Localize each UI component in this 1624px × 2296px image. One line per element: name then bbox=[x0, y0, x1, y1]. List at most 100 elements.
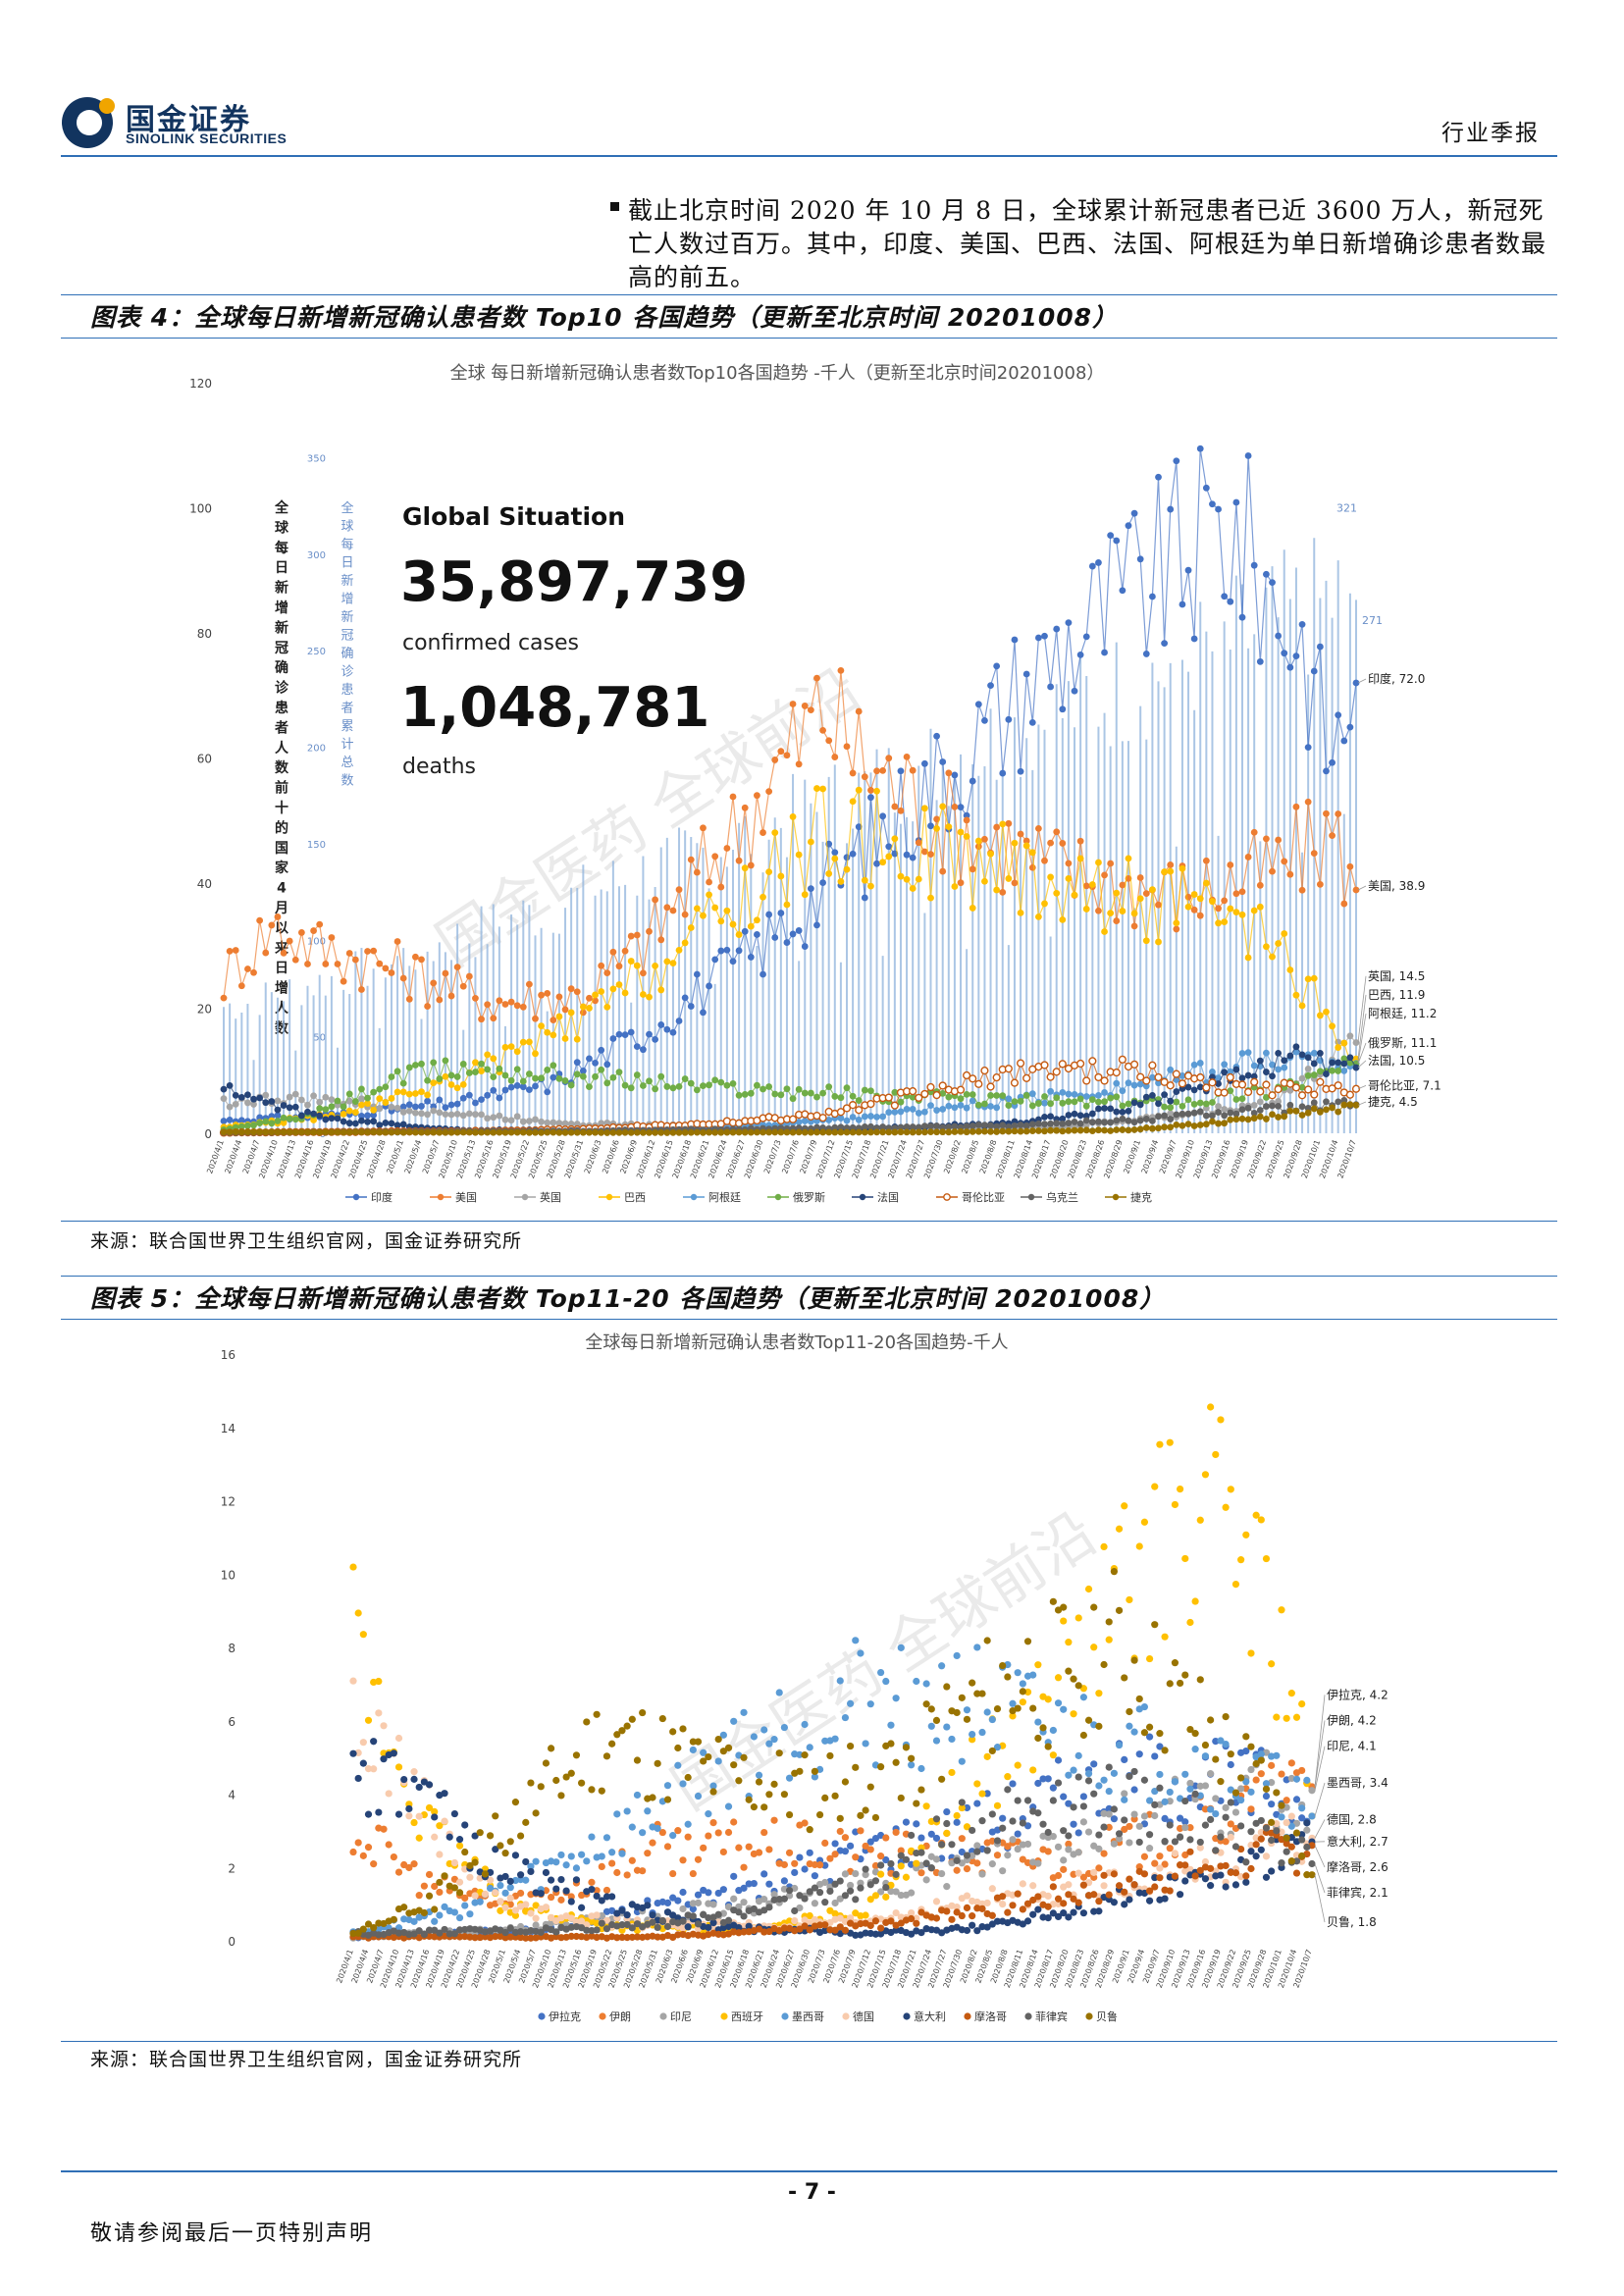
chart2-point bbox=[913, 1849, 920, 1857]
chart1-point bbox=[615, 1128, 623, 1136]
chart1-point bbox=[981, 716, 988, 724]
chart1-y2label-char: 计 bbox=[341, 738, 353, 753]
chart1-point bbox=[1238, 911, 1246, 918]
chart2-callout-line bbox=[1314, 1863, 1326, 1894]
chart2-point bbox=[908, 1761, 916, 1769]
chart1-point bbox=[760, 893, 766, 901]
chart1-point bbox=[873, 767, 880, 775]
chart2-point bbox=[420, 1908, 428, 1917]
chart2-point bbox=[1121, 1796, 1128, 1803]
chart2-point bbox=[887, 1740, 895, 1748]
chart1-point bbox=[1286, 870, 1294, 878]
chart1-point bbox=[1238, 1050, 1246, 1057]
chart1-point bbox=[1209, 500, 1216, 508]
chart2-point bbox=[730, 1761, 738, 1769]
chart1-point bbox=[1298, 1051, 1306, 1059]
chart2-point bbox=[1145, 1831, 1154, 1839]
chart2-point bbox=[1231, 1881, 1240, 1889]
chart1-point bbox=[1113, 889, 1121, 897]
chart1-point bbox=[1101, 1105, 1108, 1112]
chart1-point bbox=[939, 1123, 947, 1131]
chart2-point bbox=[511, 1799, 520, 1806]
chart1-point bbox=[735, 1128, 743, 1136]
chart1-point bbox=[399, 1121, 407, 1128]
chart2-point bbox=[821, 1737, 829, 1745]
chart1-point bbox=[1101, 1119, 1108, 1126]
chart1-point bbox=[550, 1128, 557, 1136]
chart1-y2label-char: 每 bbox=[341, 537, 353, 552]
chart1-point bbox=[1275, 1102, 1283, 1110]
chart2-legend-marker bbox=[781, 2012, 789, 2020]
chart1-point bbox=[831, 1093, 839, 1100]
chart2-point bbox=[1023, 1917, 1032, 1925]
chart1-point bbox=[1017, 1127, 1024, 1135]
chart1-xtick: 2020/8/29 bbox=[1102, 1139, 1124, 1180]
chart1-point bbox=[1119, 1126, 1126, 1133]
chart1-point bbox=[1071, 1110, 1078, 1118]
chart2-point bbox=[811, 1860, 819, 1869]
chart2-point bbox=[455, 1878, 464, 1886]
chart1-point bbox=[532, 1082, 539, 1090]
chart2-point bbox=[537, 1928, 545, 1936]
chart1-point bbox=[646, 927, 653, 935]
chart2-point bbox=[730, 1717, 738, 1725]
chart1-point bbox=[640, 969, 647, 977]
chart1-xtick: 2020/10/7 bbox=[1336, 1139, 1357, 1180]
chart1-end-label: 英国, 14.5 bbox=[1368, 969, 1425, 983]
chart1-end-label: 阿根廷, 11.2 bbox=[1368, 1007, 1437, 1020]
chart2-point bbox=[1110, 1568, 1118, 1576]
chart2-point bbox=[654, 1923, 661, 1932]
chart2-point bbox=[694, 1920, 703, 1928]
chart2-point bbox=[461, 1894, 469, 1903]
chart2-point bbox=[1135, 1889, 1143, 1897]
chart2-point bbox=[578, 1851, 586, 1858]
chart1-point bbox=[519, 1128, 527, 1136]
chart1-point bbox=[1323, 1070, 1330, 1077]
chart2-legend-label: 西班牙 bbox=[731, 2010, 763, 2023]
chart2-point bbox=[811, 1773, 819, 1781]
chart1-point bbox=[226, 947, 234, 955]
chart1-point bbox=[232, 1091, 239, 1099]
chart2-point bbox=[527, 1934, 535, 1942]
chart1-point bbox=[1256, 1107, 1264, 1114]
chart2-point bbox=[506, 1877, 514, 1885]
chart2-point bbox=[410, 1930, 418, 1938]
chart2-point bbox=[1176, 1861, 1184, 1869]
chart2-point bbox=[969, 1736, 976, 1744]
chart2-point bbox=[602, 1893, 611, 1901]
chart1-point bbox=[951, 771, 959, 779]
chart2-point bbox=[1262, 1792, 1271, 1800]
chart2-point bbox=[978, 1728, 986, 1737]
chart1-point bbox=[1017, 909, 1024, 916]
chart2-point bbox=[862, 1842, 869, 1851]
chart1-point bbox=[1088, 1119, 1096, 1126]
chart1-point bbox=[334, 1128, 341, 1136]
chart1-point bbox=[424, 1097, 431, 1105]
chart2-point bbox=[973, 1690, 981, 1697]
chart2-point bbox=[908, 1831, 916, 1840]
chart1-point bbox=[1292, 652, 1300, 660]
chart2-point bbox=[1252, 1776, 1260, 1784]
chart1-point bbox=[933, 732, 940, 740]
chart1-point bbox=[1304, 1085, 1313, 1094]
chart2-point bbox=[593, 1911, 601, 1919]
chart1-point bbox=[405, 995, 413, 1003]
chart1-point bbox=[442, 1128, 449, 1136]
chart1-point bbox=[1047, 683, 1055, 691]
chart2-point bbox=[1044, 1775, 1052, 1783]
chart2-point bbox=[1014, 1830, 1022, 1838]
chart1-point bbox=[376, 1095, 384, 1103]
chart2-point bbox=[877, 1668, 885, 1677]
deaths-count: 1,048,781 bbox=[400, 676, 709, 740]
chart1-point bbox=[418, 1103, 425, 1110]
chart1-point bbox=[1275, 632, 1283, 640]
chart2-point bbox=[862, 1911, 869, 1919]
chart1-point bbox=[598, 1046, 605, 1054]
chart2-point bbox=[679, 1725, 687, 1733]
chart2-point bbox=[623, 1920, 631, 1929]
chart2-point bbox=[1298, 1852, 1306, 1860]
chart1-point bbox=[1269, 1111, 1276, 1119]
chart2-point bbox=[913, 1677, 920, 1686]
chart2-point bbox=[1191, 1730, 1199, 1738]
chart1-point bbox=[496, 997, 503, 1005]
